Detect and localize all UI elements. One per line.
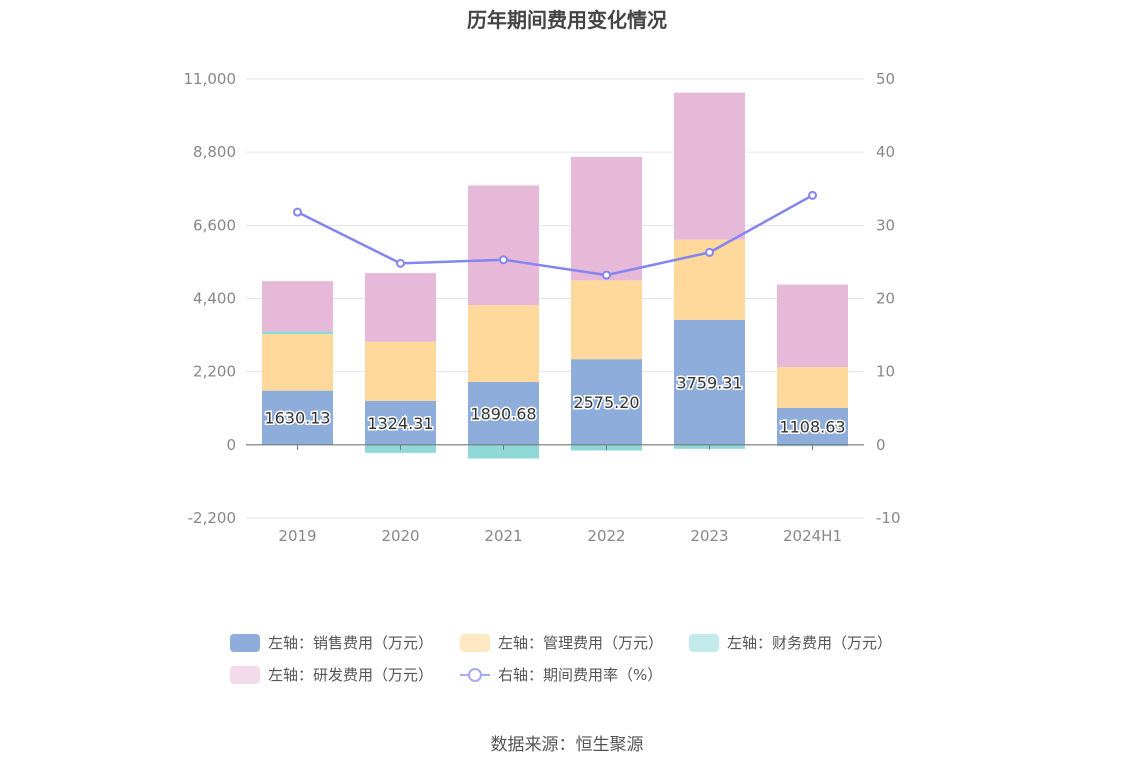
bar-rd <box>674 92 745 240</box>
right-axis-tick-label: -10 <box>876 509 901 527</box>
bar-sales <box>571 359 642 445</box>
expense-ratio-line <box>296 194 814 277</box>
bar-data-label: 2575.20 <box>573 393 639 412</box>
source-note: 数据来源：恒生聚源 <box>490 735 644 755</box>
right-axis-tick-label: 0 <box>876 436 886 454</box>
x-axis-tick-label: 2024H1 <box>783 527 842 545</box>
legend-swatch-rd <box>230 665 260 684</box>
expense-ratio-point <box>602 270 611 280</box>
legend-label-admin: 左轴：管理费用（万元） <box>498 634 664 652</box>
expense-ratio-point <box>293 207 302 217</box>
bar-admin <box>468 305 539 382</box>
bar-rd <box>468 185 539 306</box>
legend-label-rd: 左轴：研发费用（万元） <box>268 666 434 684</box>
bar-sales <box>262 390 333 445</box>
legend-item-expense-ratio[interactable]: 右轴：期间费用率（%） <box>460 664 662 685</box>
x-axis-tick-label: 2022 <box>587 527 625 545</box>
left-axis-tick-label: 11,000 <box>184 70 237 88</box>
legend-label-sales: 左轴：销售费用（万元） <box>268 634 434 652</box>
bar-finance <box>468 444 539 459</box>
bar-rd <box>365 273 436 342</box>
legend-swatch-finance <box>689 633 719 652</box>
left-axis-tick-label: 6,600 <box>193 216 236 234</box>
bar-data-label: 1324.31 <box>367 414 433 433</box>
bar-rd <box>571 156 642 281</box>
bar-admin <box>571 280 642 360</box>
bar-sales <box>674 319 745 445</box>
bar-rd <box>777 284 848 368</box>
expense-ratio-point <box>705 247 714 257</box>
bar-admin <box>777 367 848 408</box>
chart-title: 历年期间费用变化情况 <box>467 8 667 32</box>
bar-data-label: 1630.13 <box>264 409 330 428</box>
left-axis-tick-label: 2,200 <box>193 363 236 381</box>
legend-label-finance: 左轴：财务费用（万元） <box>727 634 893 652</box>
bar-rd <box>262 281 333 332</box>
right-axis-tick-label: 50 <box>876 70 895 88</box>
bar-finance <box>262 331 333 335</box>
x-axis-tick-label: 2023 <box>690 527 728 545</box>
legend-swatch-sales <box>230 633 260 652</box>
right-axis-tick-label: 20 <box>876 290 895 308</box>
legend-item-sales[interactable]: 左轴：销售费用（万元） <box>230 632 433 653</box>
bar-sales <box>468 381 539 445</box>
expense-ratio-point <box>396 258 405 268</box>
left-axis-tick-label: -2,200 <box>188 509 236 527</box>
x-axis-tick-label: 2020 <box>381 527 419 545</box>
expense-ratio-point <box>808 190 817 200</box>
bar-data-label: 3759.31 <box>676 373 742 392</box>
right-axis-tick-label: 10 <box>876 363 895 381</box>
legend-item-admin[interactable]: 左轴：管理费用（万元） <box>460 632 663 653</box>
x-axis-tick-label: 2021 <box>484 527 522 545</box>
expense-ratio-point <box>499 255 508 265</box>
legend-label-expense-ratio: 右轴：期间费用率（%） <box>498 666 663 684</box>
left-axis-tick-label: 4,400 <box>193 290 236 308</box>
bar-sales <box>777 407 848 445</box>
bar-data-label: 1108.63 <box>779 417 845 436</box>
right-axis-tick-label: 40 <box>876 143 895 161</box>
legend-line-marker-icon <box>460 666 490 684</box>
legend-item-finance[interactable]: 左轴：财务费用（万元） <box>689 632 892 653</box>
right-axis-tick-label: 30 <box>876 216 895 234</box>
left-axis-tick-label: 0 <box>226 436 236 454</box>
legend-item-rd[interactable]: 左轴：研发费用（万元） <box>230 664 433 685</box>
legend-swatch-admin <box>460 633 490 652</box>
bar-sales <box>365 400 436 445</box>
left-axis-tick-label: 8,800 <box>193 143 236 161</box>
bar-admin <box>365 341 436 401</box>
bar-data-label: 1890.68 <box>470 404 536 423</box>
chart-plot: -2,200 -10 0 0 2,200 10 4,400 20 6,600 30 8,800 40 1… <box>184 70 901 545</box>
x-axis-tick-label: 2019 <box>278 527 316 545</box>
bar-admin <box>262 334 333 391</box>
